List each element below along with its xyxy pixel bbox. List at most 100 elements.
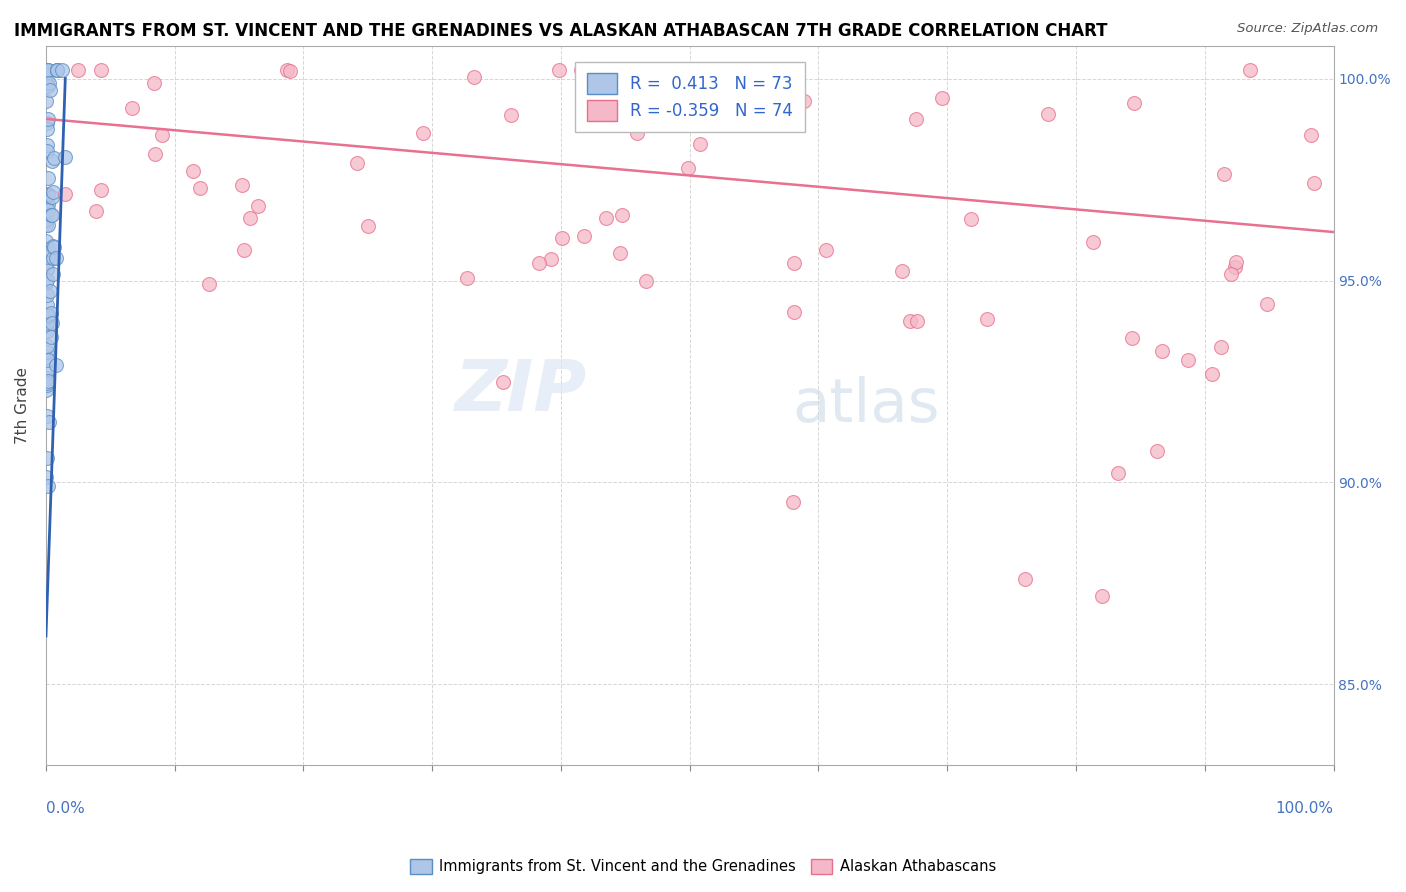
Point — [39, 285, 62, 299]
Point — [904, 112, 927, 127]
Point — [501, 108, 523, 122]
Point — [1302, 176, 1324, 190]
Point — [37, 376, 59, 391]
Point — [1225, 255, 1247, 269]
Point — [357, 219, 380, 233]
Text: 0.0%: 0.0% — [46, 801, 84, 816]
Text: 100.0%: 100.0% — [1275, 801, 1333, 816]
Point — [142, 76, 165, 90]
Point — [46, 63, 69, 78]
Point — [41, 190, 63, 204]
Point — [547, 63, 569, 78]
Point — [609, 246, 631, 260]
Point — [38, 415, 60, 429]
Point — [45, 252, 67, 266]
Point — [37, 112, 59, 127]
Point — [35, 263, 58, 277]
Point — [42, 267, 65, 281]
Point — [35, 324, 58, 338]
Point — [960, 211, 983, 226]
Point — [492, 375, 515, 389]
Point — [1014, 573, 1036, 587]
Point — [37, 298, 59, 312]
Point — [239, 211, 262, 225]
Point — [634, 273, 657, 287]
Point — [46, 63, 69, 78]
Point — [42, 240, 65, 254]
Point — [1123, 95, 1146, 110]
Point — [41, 330, 63, 344]
Point — [183, 163, 205, 178]
Point — [931, 91, 953, 105]
Point — [37, 186, 59, 201]
Point — [37, 272, 59, 286]
Point — [42, 239, 65, 253]
Point — [1213, 167, 1236, 181]
Point — [689, 136, 711, 151]
Point — [1152, 343, 1174, 358]
Point — [1219, 268, 1241, 282]
Point — [598, 112, 620, 127]
Point — [35, 218, 58, 232]
Point — [35, 450, 58, 465]
Point — [37, 203, 59, 218]
Point — [412, 127, 434, 141]
Point — [1107, 466, 1129, 480]
Point — [35, 316, 58, 330]
Text: IMMIGRANTS FROM ST. VINCENT AND THE GRENADINES VS ALASKAN ATHABASCAN 7TH GRADE C: IMMIGRANTS FROM ST. VINCENT AND THE GREN… — [14, 22, 1108, 40]
Legend: Immigrants from St. Vincent and the Grenadines, Alaskan Athabascans: Immigrants from St. Vincent and the Gren… — [404, 853, 1002, 880]
Point — [51, 63, 73, 78]
Point — [143, 146, 166, 161]
Point — [37, 116, 59, 130]
Point — [45, 358, 67, 372]
Point — [37, 374, 59, 388]
Legend: R =  0.413   N = 73, R = -0.359   N = 74: R = 0.413 N = 73, R = -0.359 N = 74 — [575, 62, 804, 132]
Point — [456, 270, 478, 285]
Point — [39, 305, 62, 319]
Point — [90, 63, 112, 78]
Point — [551, 230, 574, 244]
Point — [35, 383, 58, 397]
Point — [1091, 589, 1114, 603]
Point — [37, 309, 59, 323]
Point — [53, 150, 76, 164]
Point — [976, 311, 998, 326]
Point — [35, 339, 58, 353]
Point — [37, 409, 59, 423]
Point — [41, 154, 63, 169]
Point — [66, 63, 89, 78]
Point — [626, 126, 648, 140]
Point — [37, 308, 59, 322]
Point — [463, 70, 485, 85]
Point — [35, 94, 58, 108]
Point — [41, 208, 63, 222]
Point — [276, 63, 298, 78]
Point — [631, 63, 654, 78]
Point — [1177, 353, 1199, 368]
Point — [42, 185, 65, 199]
Point — [37, 63, 59, 78]
Point — [231, 178, 253, 192]
Point — [37, 121, 59, 136]
Point — [610, 208, 633, 222]
Point — [37, 479, 59, 493]
Point — [246, 199, 269, 213]
Point — [37, 144, 59, 158]
Point — [35, 194, 58, 208]
Point — [35, 370, 58, 384]
Point — [232, 243, 254, 257]
Point — [676, 161, 699, 175]
Point — [150, 128, 173, 142]
Point — [671, 63, 693, 78]
Point — [90, 183, 112, 197]
Point — [35, 277, 58, 291]
Point — [905, 314, 928, 328]
Point — [540, 252, 562, 266]
Point — [42, 152, 65, 166]
Point — [37, 170, 59, 185]
Point — [815, 243, 838, 257]
Point — [35, 235, 58, 249]
Point — [35, 350, 58, 364]
Point — [35, 255, 58, 269]
Point — [39, 208, 62, 222]
